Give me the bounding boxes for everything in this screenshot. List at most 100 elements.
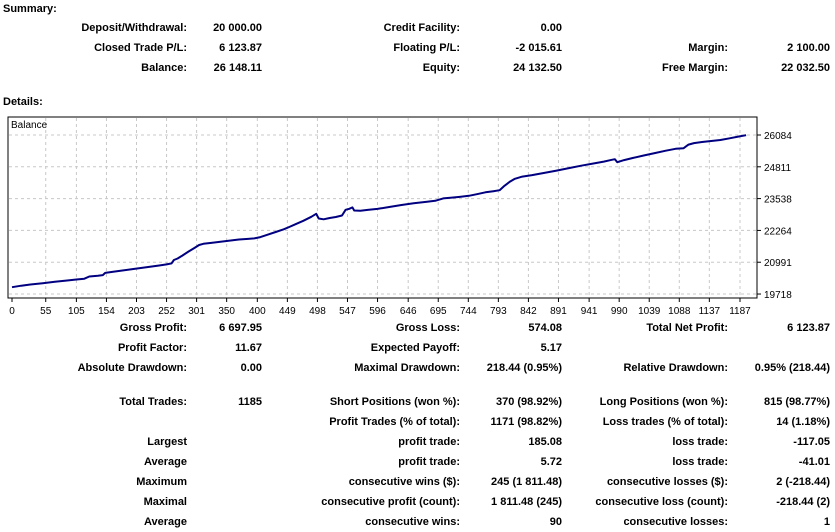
label-cell: loss trade: (672, 456, 728, 468)
x-axis-label: 400 (249, 306, 266, 317)
x-axis-label: 350 (218, 306, 235, 317)
value-cell: 1185 (238, 396, 262, 408)
label-cell: consecutive wins: (365, 516, 460, 528)
value-cell: -41.01 (798, 456, 830, 468)
value-cell: 0.00 (240, 362, 262, 374)
value-cell: 14 (1.18%) (776, 416, 830, 428)
value-cell: 1171 (98.82%) (490, 416, 562, 428)
label-cell: Largest (147, 436, 187, 448)
table-row: Maximum consecutive wins ($): 245 (1 811.4… (0, 472, 830, 492)
label-cell: Closed Trade P/L: (94, 42, 187, 54)
label-cell: consecutive loss (count): (595, 496, 728, 508)
x-axis-label: 252 (158, 306, 175, 317)
label-cell: Maximum (136, 476, 187, 488)
x-axis-label: 842 (520, 306, 537, 317)
value-cell: -2 015.61 (515, 42, 562, 54)
table-row: Closed Trade P/L: 6 123.87 Floating P/L: -2… (0, 38, 830, 58)
value-cell: 245 (1 811.48) (491, 476, 562, 488)
label-cell: Maximal (143, 496, 187, 508)
label-cell: Total Trades: (119, 396, 187, 408)
value-cell: 11.67 (235, 342, 262, 354)
value-cell: 2 100.00 (787, 42, 830, 54)
value-cell: 6 123.87 (787, 322, 830, 334)
summary-table: Deposit/Withdrawal: 20 000.00 Credit Facil… (0, 18, 830, 78)
value-cell: 5.72 (540, 456, 562, 468)
label-cell: Balance: (141, 62, 187, 74)
x-axis-label: 105 (68, 306, 85, 317)
label-cell: Equity: (422, 62, 460, 74)
balance-chart: 26084 24811 23538 22264 20991 19718 0 55 105 154 2… (0, 112, 835, 317)
value-cell: 20 000.00 (213, 22, 262, 34)
label-cell: Average (143, 456, 187, 468)
value-cell: 22 032.50 (781, 62, 830, 74)
label-cell: profit trade: (398, 436, 460, 448)
y-axis-label: 23538 (764, 195, 792, 206)
label-cell: Relative Drawdown: (623, 362, 728, 374)
value-cell: 5.17 (540, 342, 562, 354)
label-cell: Total Net Profit: (646, 322, 728, 334)
x-axis-label: 1039 (638, 306, 661, 317)
balance-line-series (11, 134, 747, 289)
x-axis-label: 744 (460, 306, 477, 317)
value-cell: -117.05 (793, 436, 830, 448)
x-axis-label: 0 (9, 306, 15, 317)
label-cell: Gross Loss: (395, 322, 460, 334)
x-axis-label: 498 (309, 306, 326, 317)
table-row: Gross Profit: 6 697.95 Gross Loss: 574.08 To… (0, 318, 830, 338)
value-cell: -218.44 (2) (776, 496, 830, 508)
value-cell: 218.44 (0.95%) (486, 362, 562, 374)
label-cell: Free Margin: (661, 62, 728, 74)
value-cell: 0.95% (218.44) (754, 362, 830, 374)
x-axis-label: 695 (430, 306, 447, 317)
label-cell: consecutive profit (count): (321, 496, 460, 508)
value-cell: 370 (98.92%) (495, 396, 562, 408)
x-axis-label: 1187 (729, 306, 751, 317)
label-cell: consecutive wins ($): (348, 476, 460, 488)
label-cell: Gross Profit: (119, 322, 187, 334)
x-axis-label: 301 (188, 306, 205, 317)
label-cell: Loss trades (% of total): (602, 416, 728, 428)
label-cell: consecutive losses ($): (606, 476, 728, 488)
value-cell: 1 (823, 516, 830, 528)
x-axis-label: 547 (339, 306, 356, 317)
label-cell: Deposit/Withdrawal: (81, 22, 187, 34)
x-axis-label: 154 (98, 306, 115, 317)
value-cell: 26 148.11 (213, 62, 262, 74)
summary-section-title: Summary: (3, 3, 57, 15)
value-cell: 90 (549, 516, 562, 528)
x-axis-label: 941 (581, 306, 598, 317)
x-axis-label: 203 (128, 306, 145, 317)
x-axis-label: 596 (369, 306, 386, 317)
x-axis-label: 990 (611, 306, 628, 317)
label-cell: Average (143, 516, 187, 528)
table-row: Balance: 26 148.11 Equity: 24 132.50 Free Ma… (0, 58, 830, 78)
details-section-title: Details: (3, 96, 43, 108)
label-cell: loss trade: (672, 436, 728, 448)
label-cell: Floating P/L: (393, 42, 460, 54)
label-cell: Absolute Drawdown: (77, 362, 187, 374)
x-axis-label: 1088 (668, 306, 691, 317)
table-row: Profit Factor: 11.67 Expected Payoff: 5.17 (0, 338, 830, 358)
y-axis-label: 22264 (764, 226, 792, 237)
value-cell: 1 811.48 (245) (491, 496, 562, 508)
y-axis-label: 26084 (764, 131, 792, 142)
table-row: Average profit trade: 5.72 loss trade: -41.0… (0, 452, 830, 472)
x-axis-label: 646 (400, 306, 417, 317)
label-cell: Credit Facility: (383, 22, 460, 34)
value-cell: 0.00 (540, 22, 562, 34)
table-row: Deposit/Withdrawal: 20 000.00 Credit Facil… (0, 18, 830, 38)
x-axis-label: 1137 (699, 306, 721, 317)
label-cell: Maximal Drawdown: (354, 362, 460, 374)
value-cell: 185.08 (528, 436, 562, 448)
y-axis-label: 19718 (764, 290, 792, 301)
label-cell: consecutive losses: (623, 516, 728, 528)
label-cell: Expected Payoff: (370, 342, 460, 354)
x-axis-label: 891 (550, 306, 567, 317)
details-table: Gross Profit: 6 697.95 Gross Loss: 574.08 To… (0, 318, 830, 532)
label-cell: Long Positions (won %): (599, 396, 728, 408)
y-axis-label: 20991 (764, 258, 792, 269)
value-cell: 24 132.50 (513, 62, 562, 74)
table-row: Average consecutive wins: 90 consecutive lo… (0, 512, 830, 532)
series-legend-label: Balance (11, 120, 48, 131)
label-cell: Profit Trades (% of total): (329, 416, 460, 428)
